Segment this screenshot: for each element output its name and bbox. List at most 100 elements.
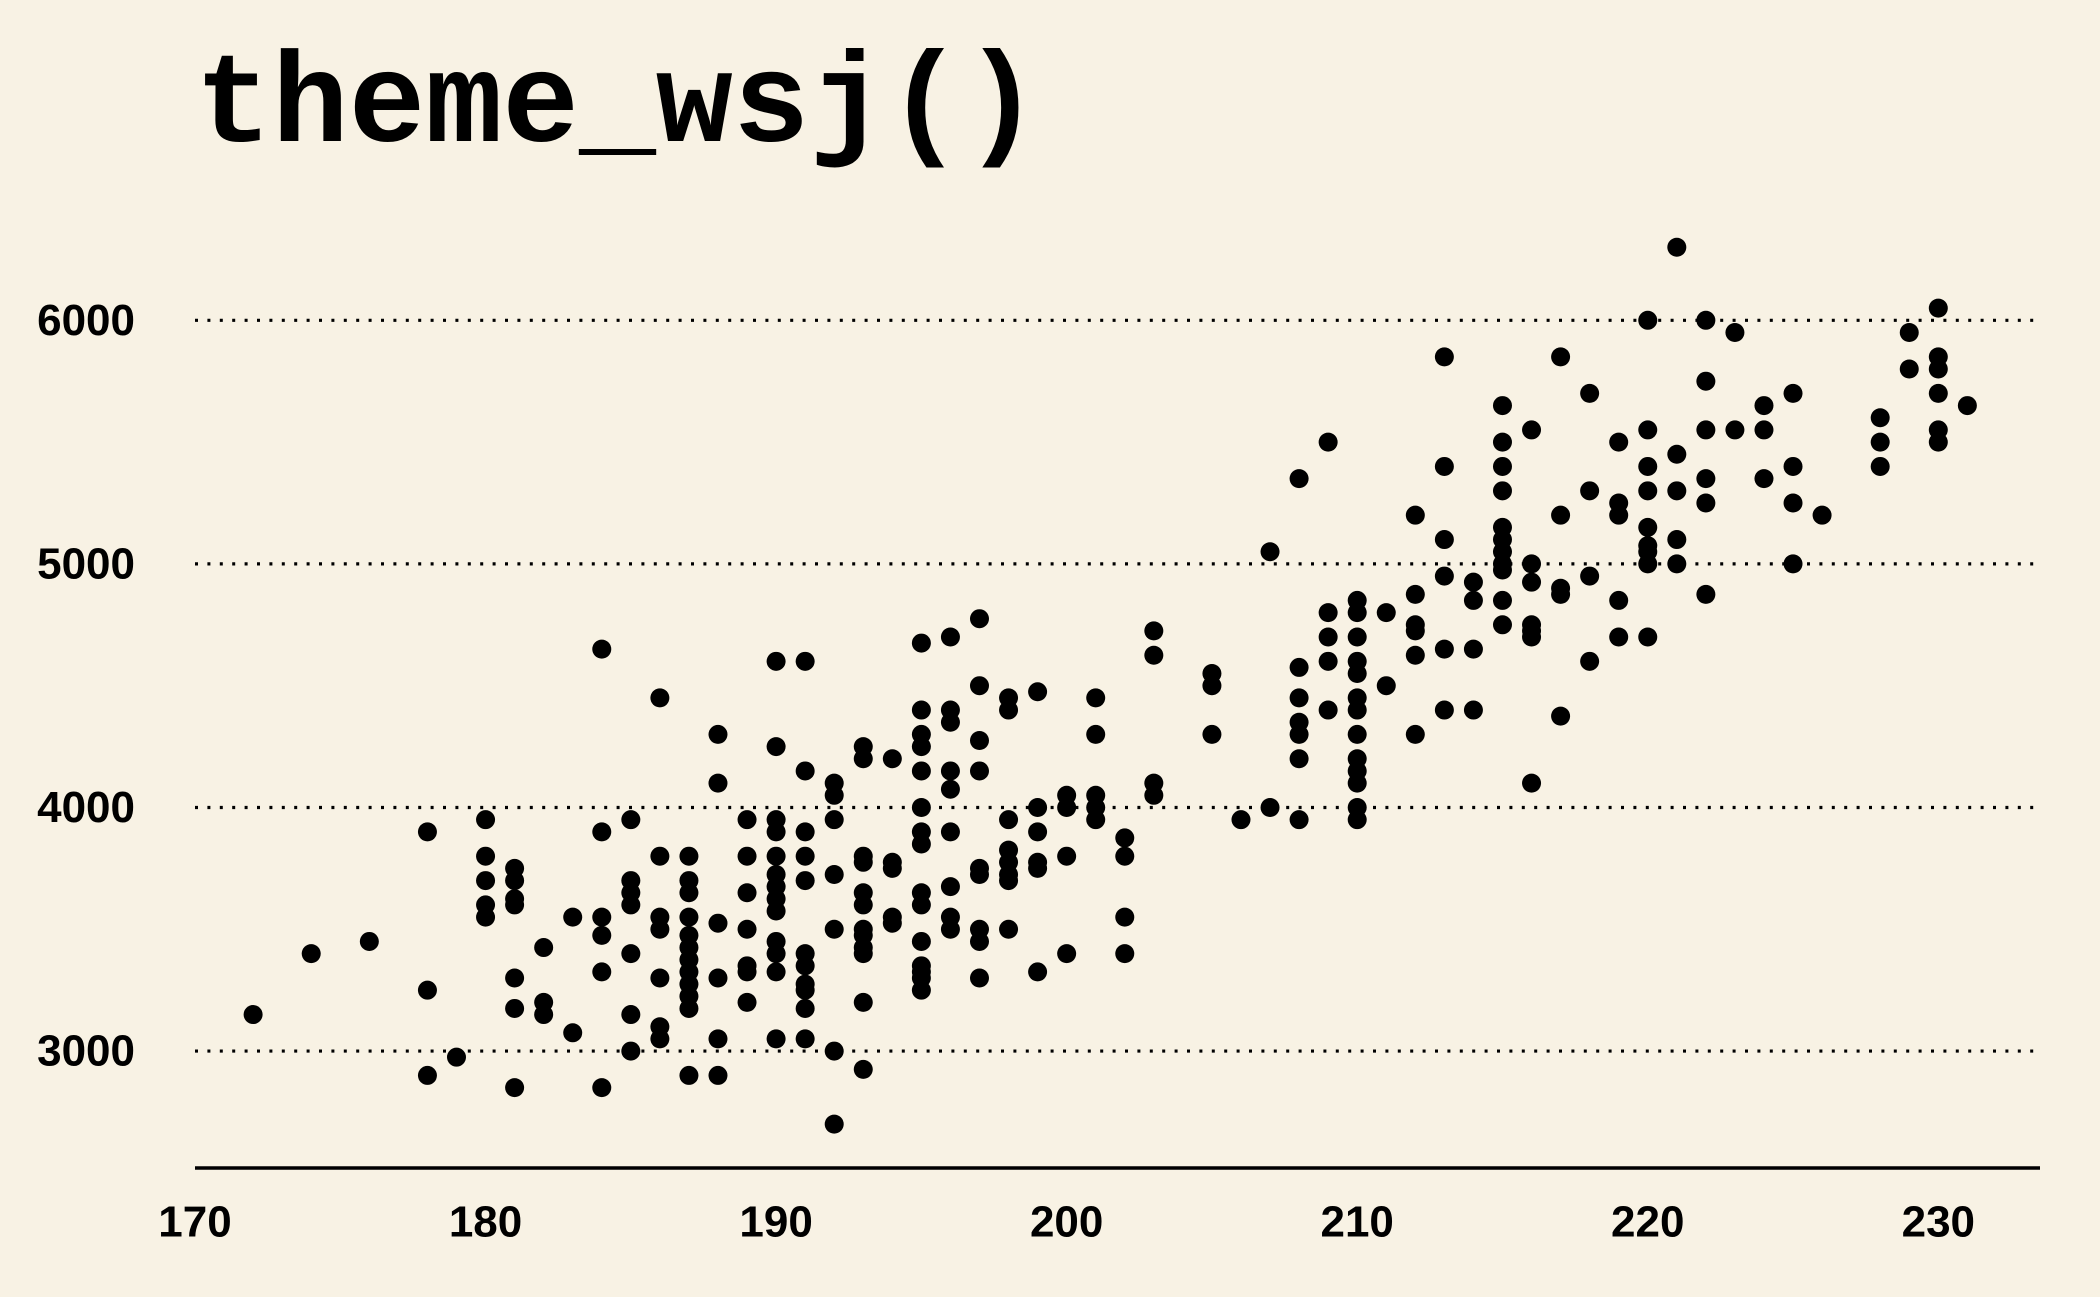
data-point bbox=[737, 919, 757, 939]
data-point bbox=[911, 633, 931, 653]
data-point bbox=[1434, 530, 1454, 550]
data-point bbox=[795, 956, 815, 976]
data-point bbox=[1696, 420, 1716, 440]
data-point bbox=[708, 913, 728, 933]
data-point bbox=[1318, 651, 1338, 671]
data-point bbox=[1492, 432, 1512, 452]
data-point bbox=[1405, 621, 1425, 641]
data-point bbox=[1318, 603, 1338, 623]
data-point bbox=[1725, 420, 1745, 440]
data-point bbox=[1870, 408, 1890, 428]
data-point bbox=[1086, 688, 1106, 708]
data-point bbox=[1667, 444, 1687, 464]
data-point bbox=[1318, 700, 1338, 720]
data-point bbox=[650, 968, 670, 988]
data-point bbox=[1492, 456, 1512, 476]
data-point bbox=[1289, 810, 1309, 830]
data-point bbox=[795, 822, 815, 842]
data-point bbox=[1260, 542, 1280, 562]
x-tick-label: 230 bbox=[1902, 1198, 1975, 1247]
data-point bbox=[650, 846, 670, 866]
data-point bbox=[1289, 724, 1309, 744]
data-point bbox=[969, 931, 989, 951]
data-point bbox=[1028, 858, 1048, 878]
data-point bbox=[999, 810, 1019, 830]
data-point bbox=[1638, 481, 1658, 501]
data-point bbox=[592, 639, 612, 659]
data-point bbox=[417, 980, 437, 1000]
data-point bbox=[737, 962, 757, 982]
data-point bbox=[1434, 700, 1454, 720]
data-point bbox=[940, 712, 960, 732]
data-point bbox=[1434, 347, 1454, 367]
data-point bbox=[911, 700, 931, 720]
y-tick-label: 5000 bbox=[37, 539, 135, 588]
data-point bbox=[417, 1065, 437, 1085]
x-tick-label: 220 bbox=[1611, 1198, 1684, 1247]
data-point bbox=[476, 846, 496, 866]
data-point bbox=[795, 846, 815, 866]
data-point bbox=[621, 944, 641, 964]
data-point bbox=[824, 810, 844, 830]
data-point bbox=[1928, 432, 1948, 452]
data-point bbox=[534, 1005, 554, 1025]
data-point bbox=[1405, 584, 1425, 604]
data-point bbox=[592, 822, 612, 842]
data-point bbox=[1347, 773, 1367, 793]
data-point bbox=[1870, 456, 1890, 476]
y-tick-label: 6000 bbox=[37, 296, 135, 345]
data-point bbox=[1899, 359, 1919, 379]
data-point bbox=[824, 785, 844, 805]
data-point bbox=[621, 895, 641, 915]
data-point bbox=[1783, 456, 1803, 476]
data-point bbox=[1289, 749, 1309, 769]
data-point bbox=[824, 864, 844, 884]
data-point bbox=[1318, 627, 1338, 647]
data-point bbox=[1115, 907, 1135, 927]
data-point bbox=[1754, 420, 1774, 440]
data-point bbox=[1434, 566, 1454, 586]
data-point bbox=[359, 931, 379, 951]
data-point bbox=[1667, 237, 1687, 257]
data-point bbox=[1347, 810, 1367, 830]
data-point bbox=[766, 962, 786, 982]
data-point bbox=[505, 1078, 525, 1098]
data-point bbox=[1115, 828, 1135, 848]
data-point bbox=[563, 907, 583, 927]
data-point bbox=[1667, 530, 1687, 550]
x-tick-label: 170 bbox=[158, 1198, 231, 1247]
data-point bbox=[1289, 657, 1309, 677]
data-point bbox=[1638, 420, 1658, 440]
data-point bbox=[1783, 554, 1803, 574]
data-point bbox=[1231, 810, 1251, 830]
data-point bbox=[1376, 676, 1396, 696]
data-point bbox=[1057, 846, 1077, 866]
data-point bbox=[1783, 383, 1803, 403]
data-point bbox=[1347, 603, 1367, 623]
data-point bbox=[795, 998, 815, 1018]
data-point bbox=[1347, 724, 1367, 744]
data-point bbox=[1492, 560, 1512, 580]
data-point bbox=[1551, 347, 1571, 367]
data-point bbox=[882, 858, 902, 878]
data-point bbox=[1522, 572, 1542, 592]
x-tick-label: 200 bbox=[1030, 1198, 1103, 1247]
data-point bbox=[1696, 469, 1716, 489]
data-point bbox=[1638, 517, 1658, 537]
data-point bbox=[1696, 584, 1716, 604]
data-point bbox=[1580, 481, 1600, 501]
data-point bbox=[1086, 724, 1106, 744]
data-point bbox=[476, 810, 496, 830]
data-point bbox=[505, 968, 525, 988]
data-point bbox=[795, 1029, 815, 1049]
data-point bbox=[446, 1047, 466, 1067]
data-point bbox=[1638, 456, 1658, 476]
data-point bbox=[592, 907, 612, 927]
x-tick-label: 180 bbox=[449, 1198, 522, 1247]
data-point bbox=[911, 980, 931, 1000]
data-point bbox=[1405, 505, 1425, 525]
data-point bbox=[766, 846, 786, 866]
data-point bbox=[1463, 639, 1483, 659]
